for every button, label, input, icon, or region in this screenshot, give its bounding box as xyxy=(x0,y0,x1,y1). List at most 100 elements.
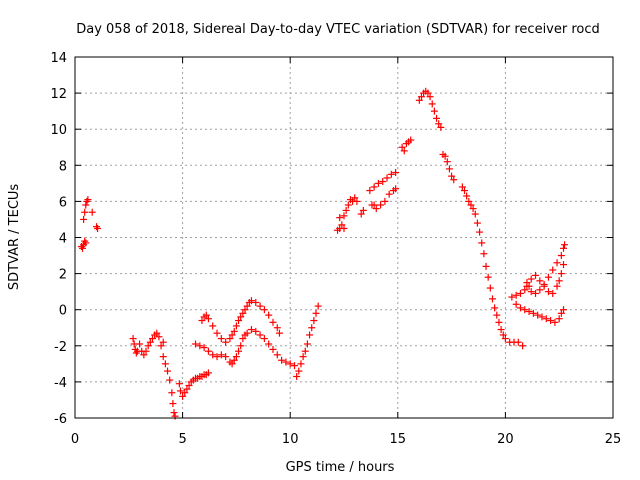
data-point xyxy=(370,183,378,191)
data-point xyxy=(235,347,243,355)
data-point xyxy=(441,152,449,160)
data-point xyxy=(252,298,260,306)
data-point xyxy=(168,389,176,397)
data-point xyxy=(381,197,389,205)
data-point xyxy=(501,335,509,343)
data-point xyxy=(551,318,559,326)
data-point xyxy=(310,317,318,325)
data-point xyxy=(555,315,563,323)
data-point xyxy=(148,335,156,343)
data-point xyxy=(534,311,542,319)
data-point xyxy=(557,309,565,317)
data-point xyxy=(140,351,148,359)
data-point xyxy=(372,205,380,213)
data-point xyxy=(237,313,245,321)
data-point xyxy=(269,318,277,326)
data-point xyxy=(84,196,92,204)
data-point xyxy=(450,176,458,184)
y-tick-label: -6 xyxy=(54,412,67,427)
data-point xyxy=(430,107,438,115)
data-point xyxy=(88,208,96,216)
data-point xyxy=(217,351,225,359)
data-point xyxy=(256,331,264,339)
data-point xyxy=(557,270,565,278)
data-point xyxy=(525,308,533,316)
data-point xyxy=(260,306,268,314)
data-point xyxy=(560,261,568,269)
data-point xyxy=(540,282,548,290)
data-point xyxy=(484,273,492,281)
data-point xyxy=(392,169,400,177)
data-point xyxy=(549,289,557,297)
data-point xyxy=(514,338,522,346)
data-point xyxy=(359,206,367,214)
data-point xyxy=(383,174,391,182)
data-point xyxy=(314,302,322,310)
data-point xyxy=(338,221,346,229)
data-point xyxy=(561,241,569,249)
data-point xyxy=(213,353,221,361)
grid xyxy=(75,57,613,418)
data-point xyxy=(217,335,225,343)
data-point xyxy=(293,372,301,380)
data-point xyxy=(275,329,283,337)
data-point xyxy=(179,392,187,400)
data-point xyxy=(336,214,344,222)
data-point xyxy=(342,206,350,214)
data-point xyxy=(473,219,481,227)
data-point xyxy=(351,194,359,202)
data-point xyxy=(557,252,565,260)
data-point xyxy=(544,288,552,296)
data-point xyxy=(467,201,475,209)
data-point xyxy=(553,259,561,267)
data-point xyxy=(385,190,393,198)
data-point xyxy=(175,380,183,388)
data-point xyxy=(344,201,352,209)
x-tick-label: 5 xyxy=(178,432,186,447)
data-point xyxy=(547,317,555,325)
data-point xyxy=(435,120,443,128)
data-point xyxy=(549,266,557,274)
data-point xyxy=(146,338,154,346)
y-tick-label: 14 xyxy=(50,51,67,66)
data-point xyxy=(379,178,387,186)
y-tick-label: 0 xyxy=(59,304,67,319)
data-point xyxy=(204,369,212,377)
data-point xyxy=(433,114,441,122)
data-point xyxy=(159,353,167,361)
data-point xyxy=(170,409,178,417)
data-point xyxy=(273,351,281,359)
data-point xyxy=(536,277,544,285)
data-point xyxy=(398,143,406,151)
data-point xyxy=(519,342,527,350)
data-point xyxy=(153,329,161,337)
data-point xyxy=(269,345,277,353)
data-point xyxy=(308,324,316,332)
data-point xyxy=(222,338,230,346)
data-point xyxy=(400,147,408,155)
data-point xyxy=(235,317,243,325)
data-point xyxy=(198,317,206,325)
y-tick-label: 12 xyxy=(50,87,67,102)
data-point xyxy=(80,215,88,223)
data-point xyxy=(209,322,217,330)
data-point xyxy=(252,327,260,335)
data-point xyxy=(377,201,385,209)
data-point xyxy=(273,324,281,332)
data-point xyxy=(166,376,174,384)
data-point xyxy=(516,289,524,297)
data-point xyxy=(448,172,456,180)
data-point xyxy=(301,347,309,355)
data-point xyxy=(480,250,488,258)
data-point xyxy=(204,315,212,323)
data-point xyxy=(508,293,516,301)
data-point xyxy=(299,353,307,361)
data-point xyxy=(387,170,395,178)
y-tick-label: 2 xyxy=(59,268,67,283)
data-point xyxy=(169,400,177,408)
data-point xyxy=(415,96,423,104)
data-point xyxy=(523,282,531,290)
x-tick-label: 15 xyxy=(390,432,407,447)
data-point xyxy=(370,201,378,209)
data-point xyxy=(437,123,445,131)
